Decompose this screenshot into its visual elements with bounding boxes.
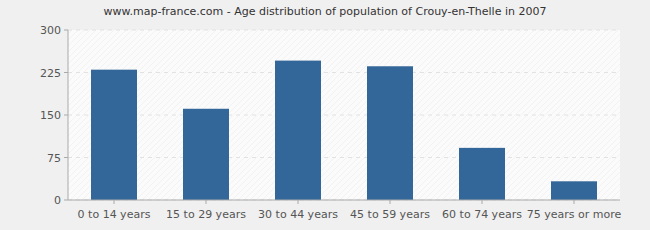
y-tick-label: 0 (54, 194, 61, 207)
y-axis (68, 30, 69, 200)
x-tick (482, 200, 483, 204)
grid-line (68, 72, 620, 73)
bar (91, 70, 137, 200)
y-tick (64, 72, 68, 73)
bar (275, 61, 321, 200)
y-tick-label: 150 (40, 109, 61, 122)
y-tick (64, 30, 68, 31)
y-tick (64, 157, 68, 158)
bar (367, 66, 413, 200)
grid-line (68, 157, 620, 158)
y-tick (64, 200, 68, 201)
grid-line (68, 200, 620, 201)
grid-line (68, 30, 620, 31)
title: www.map-france.com - Age distribution of… (104, 5, 547, 18)
x-tick-label: 0 to 14 years (78, 208, 151, 221)
bars (91, 61, 597, 200)
y-tick-label: 75 (47, 152, 61, 165)
x-tick-label: 30 to 44 years (258, 208, 338, 221)
x-tick (574, 200, 575, 204)
y-tick-label: 300 (40, 24, 61, 37)
x-tick (390, 200, 391, 204)
x-tick-label: 75 years or more (527, 208, 622, 221)
grid-line (68, 115, 620, 116)
background (0, 0, 650, 230)
x-tick-label: 45 to 59 years (350, 208, 430, 221)
x-axis (68, 200, 620, 201)
chart: www.map-france.com - Age distribution of… (0, 0, 650, 230)
x-tick (206, 200, 207, 204)
x-tick (298, 200, 299, 204)
bar (459, 148, 505, 200)
x-tick-label: 15 to 29 years (166, 208, 246, 221)
y-tick (64, 115, 68, 116)
plot-area (68, 30, 620, 200)
x-tick (114, 200, 115, 204)
y-tick-label: 225 (40, 67, 61, 80)
bar (183, 109, 229, 200)
x-tick-label: 60 to 74 years (442, 208, 522, 221)
bar (551, 181, 597, 200)
